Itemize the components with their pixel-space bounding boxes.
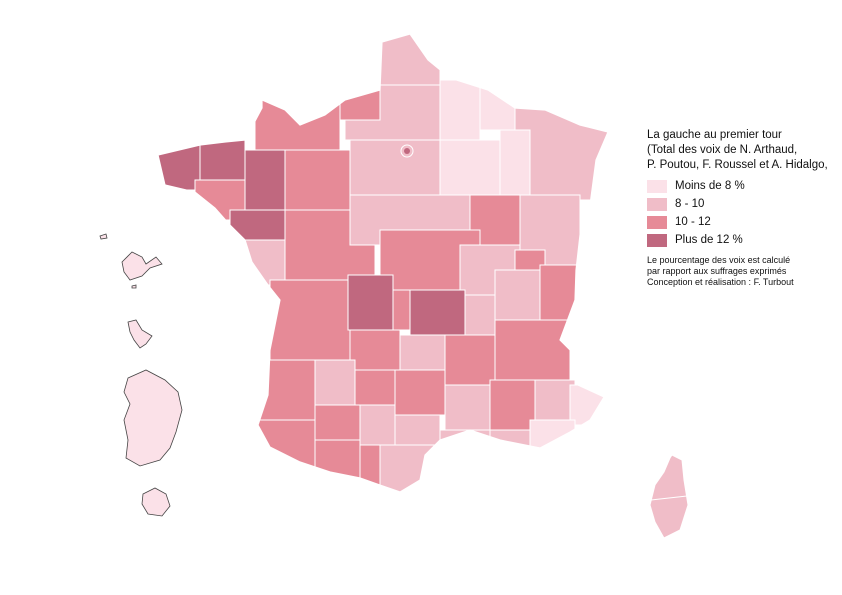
guadeloupe [121,251,163,281]
dept-hautes-alpes [534,379,576,421]
dept-aisne [439,79,481,141]
guadeloupe-islet-2 [131,284,137,289]
dept-gironde [254,359,316,421]
legend-item: 8 - 10 [647,195,837,213]
legend-label: 10 - 12 [675,216,711,228]
legend-label: 8 - 10 [675,198,705,210]
dept-isere [494,319,571,381]
map-legend: La gauche au premier tour (Total des voi… [647,128,837,288]
legend-item: Plus de 12 % [647,231,837,249]
dept-rhone [494,269,541,321]
dept-ardennes [479,84,516,131]
france-outline [157,33,609,493]
dept-cantal [399,334,446,371]
martinique [127,319,153,349]
legend-item: 10 - 12 [647,213,837,231]
dept-drome [489,379,536,431]
la-reunion [141,487,171,517]
note-line: par rapport aux suffrages exprimés [647,266,787,276]
legend-notes: Le pourcentage des voix est calculé par … [647,255,837,288]
dept-aude-po [379,444,441,492]
note-line: Le pourcentage des voix est calculé [647,255,791,265]
dept-dordogne [314,359,356,406]
dept-gers [314,404,361,441]
dept-tarn [359,404,396,446]
legend-swatch-10-12 [647,215,667,229]
legend-swatch-lt8 [647,179,667,193]
dept-charente [269,279,351,361]
dept-ile-de-france [349,139,441,201]
legend-title: La gauche au premier tour (Total des voi… [647,128,837,173]
legend-items: Moins de 8 % 8 - 10 10 - 12 Plus de 12 % [647,177,837,249]
guadeloupe-islet [99,233,108,240]
dept-finistere [158,139,201,191]
paris-area [400,144,414,158]
dept-landes-pyrenees [254,419,316,471]
dept-orne-sarthe [284,149,351,211]
dept-correze [349,329,401,371]
legend-item: Moins de 8 % [647,177,837,195]
guyane [123,369,183,467]
dept-haute-loire [444,334,496,386]
dept-ille-vilaine [244,149,286,211]
dept-aveyron [394,369,446,416]
dept-cotes-armor [199,139,246,181]
legend-title-line: P. Poutou, F. Roussel et A. Hidalgo, [647,159,828,171]
dept-ardeche [444,384,491,431]
note-line: Conception et réalisation : F. Turbout [647,277,794,287]
dept-puy-de-dome [409,289,466,336]
dept-herault [394,414,441,446]
dept-haute-vienne [347,274,394,331]
dept-marne [439,139,501,201]
corsica-divider [650,495,688,501]
legend-label: Plus de 12 % [675,234,743,246]
legend-swatch-8-10 [647,197,667,211]
legend-title-line: La gauche au premier tour [647,129,782,141]
corsica [649,454,689,539]
legend-title-line: (Total des voix de N. Arthaud, [647,144,798,156]
dept-var [529,419,576,456]
legend-label: Moins de 8 % [675,180,745,192]
dept-lot [354,369,396,406]
overseas-departments [99,233,183,517]
legend-swatch-gt12 [647,233,667,247]
metropolitan-france [158,34,608,492]
